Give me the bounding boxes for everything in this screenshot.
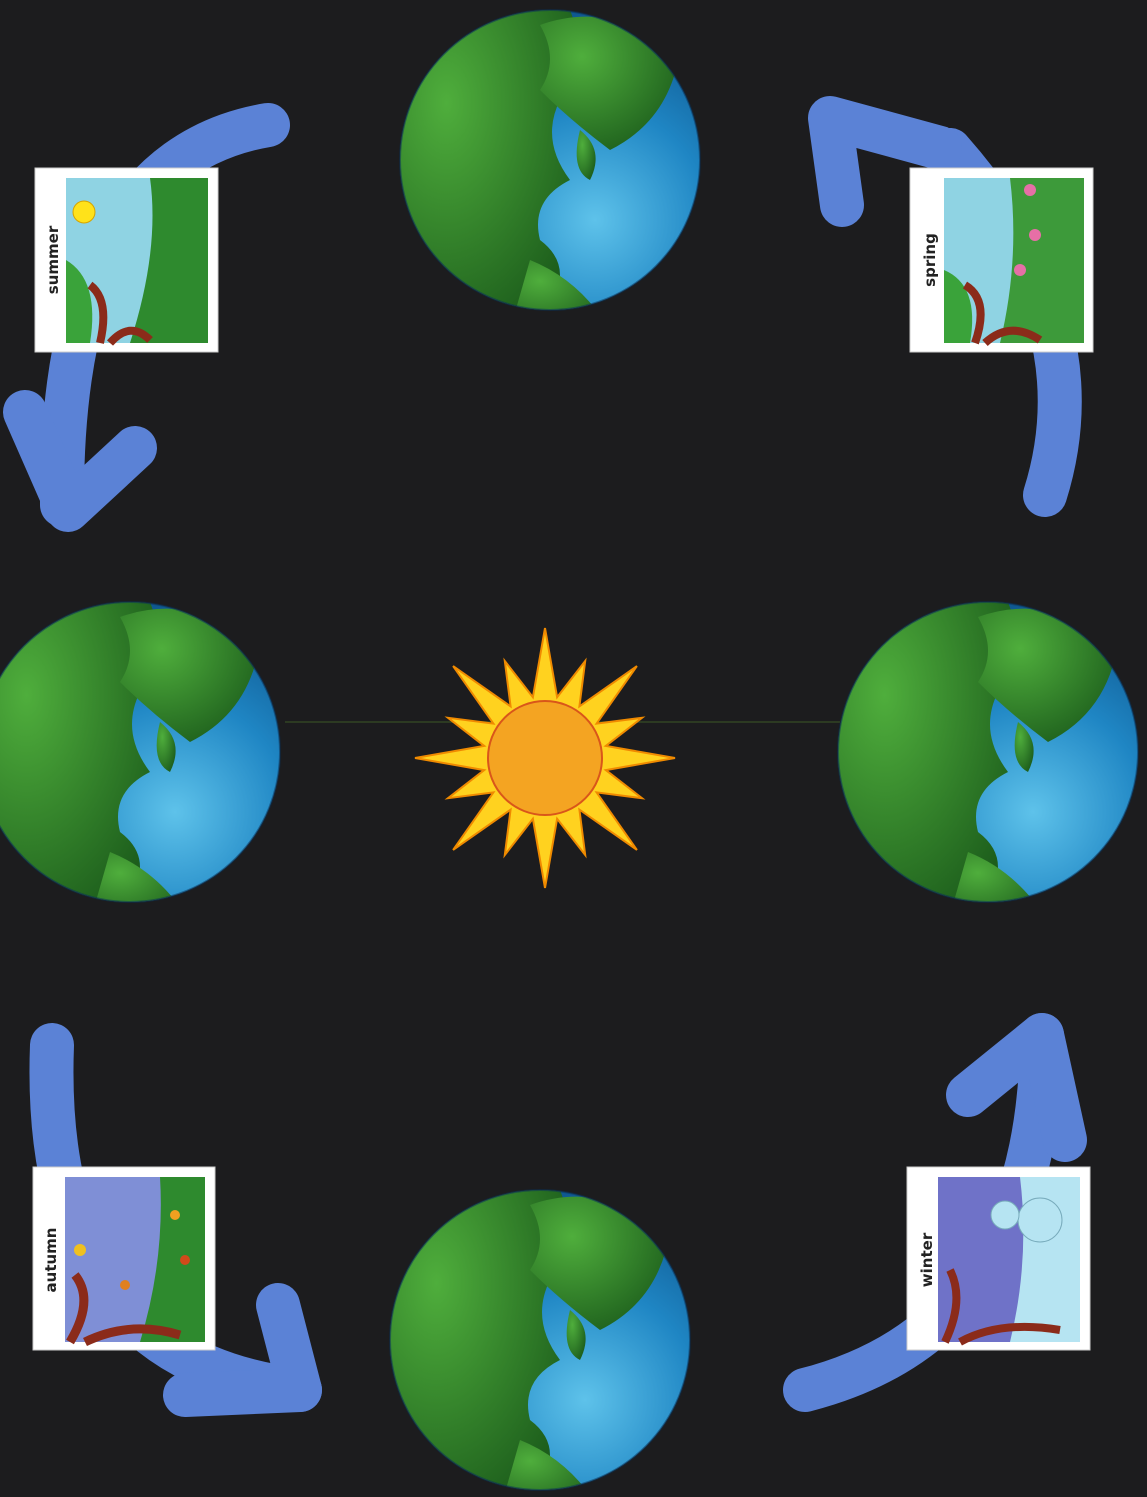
arrowhead [946,1013,1087,1162]
earth-top [390,10,700,330]
earth-left [0,602,280,922]
earth-right [828,602,1138,922]
season-card: summer [34,167,219,353]
card-label: summer [44,225,62,294]
arrowhead [808,96,962,227]
arrowhead [3,390,157,532]
arrowhead [163,1283,322,1417]
card-label: autumn [42,1228,60,1293]
sun [414,627,676,889]
season-card: winter [906,1166,1091,1351]
card-label: spring [921,233,939,287]
card-label: winter [918,1232,936,1287]
season-card: autumn [32,1166,216,1351]
earth-bottom [380,1190,690,1497]
season-card: spring [909,167,1094,353]
